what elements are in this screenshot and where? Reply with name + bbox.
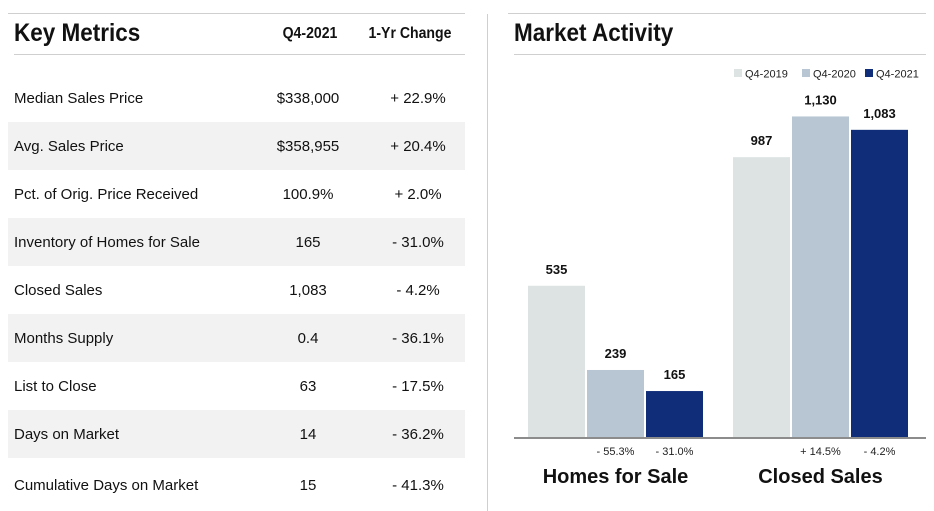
metric-label: Months Supply	[14, 329, 114, 347]
category-label: Closed Sales	[758, 466, 883, 488]
metric-value: 1,083	[289, 281, 327, 299]
metric-row: Closed Sales 1,083 - 4.2%	[8, 266, 465, 314]
category-label: Homes for Sale	[543, 466, 689, 488]
metric-change: - 36.1%	[392, 329, 444, 347]
change-label: - 4.2%	[864, 446, 896, 458]
bar-value-label: 535	[546, 262, 568, 277]
legend-label: Q4-2019	[745, 69, 788, 81]
bar-group	[528, 116, 908, 438]
bar-q4-2020	[792, 116, 849, 438]
metric-change: + 20.4%	[390, 137, 446, 155]
metric-change: + 2.0%	[394, 185, 442, 203]
legend-label: Q4-2021	[876, 69, 919, 81]
metric-value: 165	[295, 233, 321, 251]
metric-change: - 41.3%	[392, 476, 444, 494]
key-metrics-title: Key Metrics	[14, 19, 141, 47]
legend-swatch	[734, 69, 742, 77]
bar-value-label: 1,083	[863, 106, 896, 121]
bar-q4-2019	[528, 285, 585, 438]
metric-value: 15	[299, 476, 317, 494]
change-label: - 31.0%	[656, 446, 694, 458]
top-rule	[8, 13, 465, 14]
metric-value: 0.4	[297, 329, 319, 347]
metric-label: Pct. of Orig. Price Received	[14, 185, 199, 203]
legend-swatch	[802, 69, 810, 77]
metric-label: Closed Sales	[14, 281, 103, 299]
metric-label: List to Close	[14, 377, 97, 395]
metric-change: - 17.5%	[392, 377, 444, 395]
change-label: + 14.5%	[800, 446, 841, 458]
metric-row: Months Supply 0.4 - 36.1%	[8, 314, 465, 362]
metric-row: Avg. Sales Price $358,955 + 20.4%	[8, 122, 465, 170]
metric-row: Median Sales Price $338,000 + 22.9%	[8, 74, 465, 122]
bar-value-label: 987	[751, 133, 773, 148]
top-rule	[508, 13, 926, 14]
metric-row: List to Close 63 - 17.5%	[8, 362, 465, 410]
metric-change: - 4.2%	[396, 281, 440, 299]
metric-row: Cumulative Days on Market 15 - 41.3%	[8, 461, 465, 509]
metric-row: Inventory of Homes for Sale 165 - 31.0%	[8, 218, 465, 266]
metric-label: Median Sales Price	[14, 89, 144, 107]
bar-value-label: 165	[664, 367, 686, 382]
bar-q4-2019	[733, 157, 790, 438]
panel-divider	[487, 14, 488, 511]
metric-value: 100.9%	[282, 185, 334, 203]
column-header-period: Q4-2021	[282, 25, 338, 42]
legend-label: Q4-2020	[813, 69, 856, 81]
market-activity-title: Market Activity	[514, 19, 674, 47]
metric-value: 14	[299, 425, 317, 443]
metric-row: Days on Market 14 - 36.2%	[8, 410, 465, 458]
chart-legend: Q4-2019 Q4-2020 Q4-2021	[734, 69, 919, 81]
legend-swatch	[865, 69, 873, 77]
market-activity-header: Market Activity	[514, 18, 926, 55]
bar-q4-2020	[587, 369, 644, 438]
metric-label: Inventory of Homes for Sale	[14, 233, 200, 251]
column-header-change: 1-Yr Change	[368, 25, 452, 42]
metric-change: - 31.0%	[392, 233, 444, 251]
key-metrics-panel: Key Metrics Q4-2021 1-Yr Change Median S…	[8, 13, 465, 509]
metric-value: 63	[299, 377, 317, 395]
bar-q4-2021	[646, 391, 703, 438]
bar-value-label: 1,130	[804, 92, 837, 107]
market-activity-chart: Q4-2019 Q4-2020 Q4-2021 535 239 165 - 55.3% - …	[514, 69, 926, 488]
change-label: - 55.3%	[597, 446, 635, 458]
metric-label: Avg. Sales Price	[14, 137, 124, 155]
metric-label: Cumulative Days on Market	[14, 476, 199, 494]
bar-value-label: 239	[605, 346, 627, 361]
metric-value: $358,955	[276, 137, 340, 155]
chart-labels: 535 239 165 - 55.3% - 31.0% Homes for Sale 987…	[543, 92, 896, 488]
metric-row: Pct. of Orig. Price Received 100.9% + 2.…	[8, 170, 465, 218]
key-metrics-header: Key Metrics Q4-2021 1-Yr Change	[14, 18, 465, 55]
bar-q4-2021	[851, 129, 908, 438]
metric-change: - 36.2%	[392, 425, 444, 443]
market-activity-panel: Market Activity Q4-2019 Q4-2020 Q4-2021 53…	[508, 0, 934, 511]
metric-label: Days on Market	[14, 425, 120, 443]
metric-change: + 22.9%	[390, 89, 446, 107]
metric-value: $338,000	[276, 89, 340, 107]
